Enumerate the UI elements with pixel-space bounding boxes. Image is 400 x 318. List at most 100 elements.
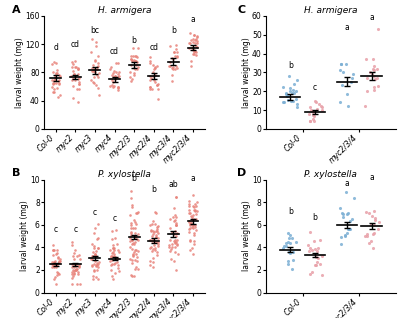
- Point: [281, 243, 287, 248]
- Point: [190, 251, 196, 256]
- Point: [346, 227, 352, 232]
- Point: [149, 259, 156, 264]
- Point: [128, 220, 134, 225]
- Point: [92, 252, 98, 257]
- Title: P. xylostella: P. xylostella: [304, 170, 357, 179]
- Point: [90, 68, 96, 73]
- Point: [313, 99, 320, 104]
- Point: [292, 96, 299, 101]
- Point: [95, 236, 102, 241]
- Point: [96, 92, 102, 97]
- Point: [90, 67, 97, 72]
- Point: [115, 248, 121, 253]
- Point: [131, 241, 138, 246]
- Point: [290, 249, 296, 254]
- Point: [153, 228, 160, 233]
- Point: [108, 254, 114, 259]
- Point: [68, 271, 75, 276]
- Point: [186, 230, 192, 235]
- Point: [146, 54, 153, 59]
- Point: [147, 245, 154, 251]
- Point: [167, 44, 173, 49]
- Point: [150, 74, 156, 79]
- Point: [127, 212, 133, 217]
- Point: [69, 275, 75, 280]
- Point: [75, 262, 82, 267]
- Point: [129, 203, 136, 208]
- Point: [50, 247, 56, 252]
- Point: [70, 273, 76, 279]
- Point: [294, 104, 300, 109]
- Point: [54, 262, 60, 267]
- Point: [56, 73, 63, 78]
- Point: [109, 251, 115, 256]
- Point: [375, 26, 381, 31]
- Point: [171, 50, 177, 55]
- Point: [69, 281, 76, 286]
- Point: [128, 226, 134, 231]
- Point: [148, 228, 155, 233]
- Title: P. xylostella: P. xylostella: [98, 170, 151, 179]
- Point: [367, 69, 373, 74]
- Point: [192, 227, 199, 232]
- Point: [93, 249, 100, 254]
- Point: [154, 239, 161, 244]
- Point: [312, 98, 318, 103]
- Point: [289, 235, 295, 240]
- Point: [371, 231, 377, 236]
- Point: [55, 94, 61, 100]
- Point: [49, 242, 56, 247]
- Point: [75, 270, 81, 275]
- Text: C: C: [237, 4, 245, 15]
- Point: [72, 78, 79, 83]
- Point: [108, 73, 115, 78]
- Point: [107, 263, 114, 268]
- Point: [190, 225, 196, 230]
- Point: [70, 254, 76, 259]
- Point: [73, 267, 80, 272]
- Point: [152, 72, 158, 77]
- Point: [49, 69, 56, 74]
- Point: [312, 262, 318, 267]
- Text: b: b: [132, 174, 137, 183]
- Point: [72, 263, 78, 268]
- Point: [349, 216, 355, 221]
- Point: [311, 118, 318, 123]
- Point: [292, 240, 299, 245]
- Point: [147, 59, 154, 64]
- Point: [305, 243, 312, 248]
- Point: [147, 258, 154, 263]
- Point: [154, 243, 161, 248]
- Point: [174, 49, 180, 54]
- Point: [283, 243, 290, 248]
- Point: [130, 226, 137, 231]
- Point: [111, 68, 117, 73]
- Point: [108, 253, 114, 259]
- Point: [147, 238, 153, 243]
- Point: [56, 78, 62, 83]
- Point: [53, 281, 59, 286]
- Point: [171, 259, 178, 264]
- Point: [170, 232, 177, 237]
- Point: [110, 79, 116, 84]
- Point: [132, 234, 138, 239]
- Point: [91, 244, 97, 249]
- Point: [153, 232, 159, 237]
- Point: [172, 229, 179, 234]
- Point: [49, 85, 56, 90]
- Point: [193, 203, 199, 208]
- Point: [110, 242, 116, 247]
- Point: [54, 86, 60, 91]
- Point: [133, 59, 139, 64]
- Point: [114, 85, 121, 90]
- Point: [110, 70, 117, 75]
- Point: [362, 210, 369, 215]
- Point: [150, 62, 156, 67]
- Point: [113, 75, 120, 80]
- Point: [194, 41, 200, 46]
- Point: [110, 74, 116, 80]
- Point: [174, 54, 180, 59]
- Point: [173, 220, 179, 225]
- Point: [114, 241, 120, 246]
- Point: [129, 237, 135, 242]
